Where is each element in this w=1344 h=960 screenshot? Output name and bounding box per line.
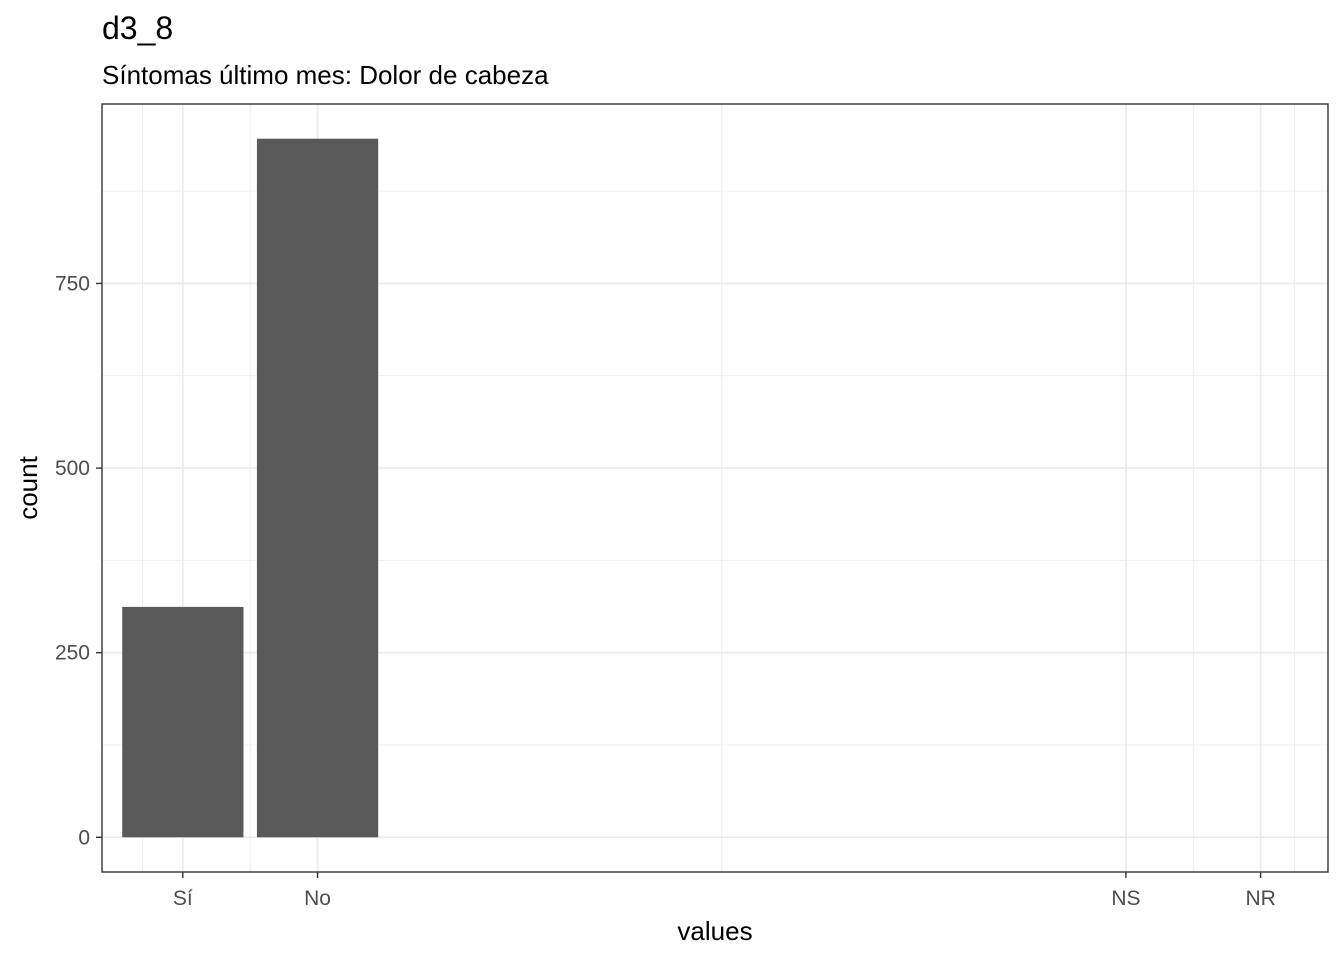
y-axis: 0 250 500 750 <box>55 272 102 849</box>
x-axis-title: values <box>677 916 752 946</box>
bar-No <box>256 138 379 838</box>
y-tick-label: 250 <box>55 642 90 665</box>
x-axis: Sí No NS NR <box>173 872 1276 910</box>
x-tick-label: No <box>304 887 331 910</box>
bars <box>122 138 379 838</box>
y-tick-label: 0 <box>78 826 90 849</box>
chart-subtitle: Síntomas último mes: Dolor de cabeza <box>102 60 549 90</box>
x-tick-label: NS <box>1111 887 1140 910</box>
chart-title: d3_8 <box>102 10 174 46</box>
y-tick-label: 500 <box>55 457 90 480</box>
x-tick-label: Sí <box>173 887 193 910</box>
x-tick-label: NR <box>1245 887 1275 910</box>
y-axis-title: count <box>13 455 43 519</box>
panel-border <box>101 103 1329 873</box>
bar-Sí <box>122 606 244 838</box>
y-tick-label: 750 <box>55 272 90 295</box>
